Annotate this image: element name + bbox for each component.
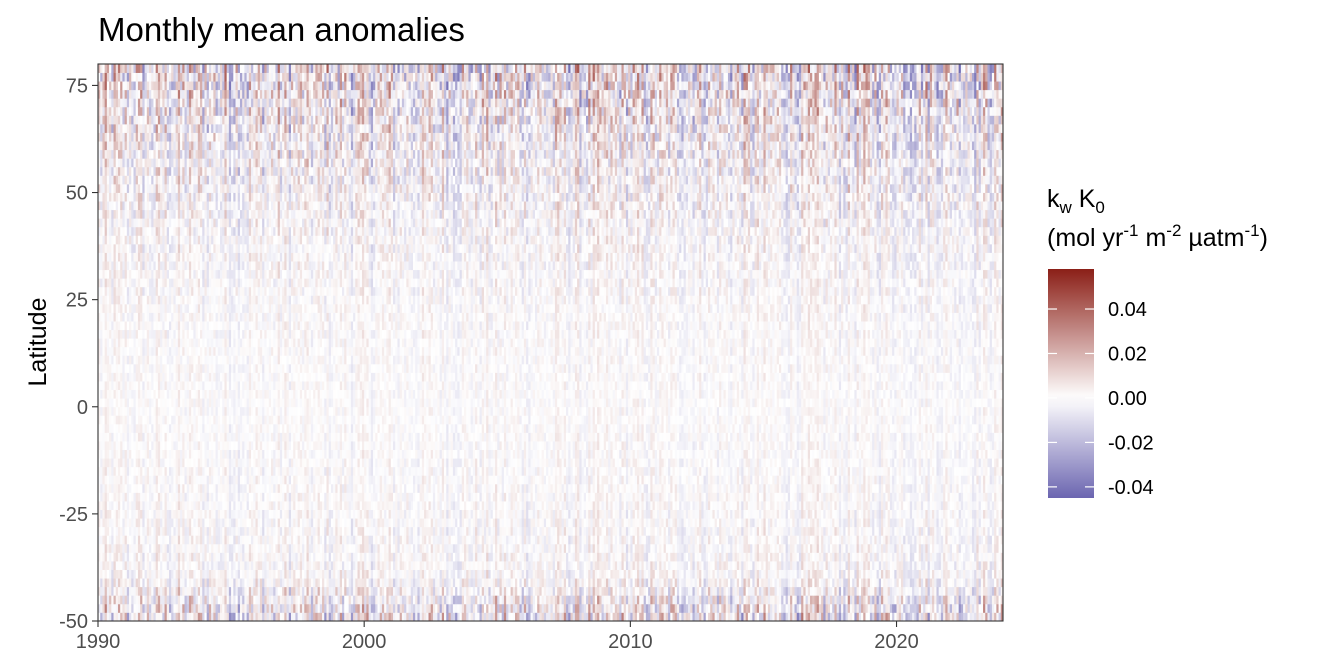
chart-title: Monthly mean anomalies bbox=[98, 11, 465, 48]
heatmap-cells bbox=[98, 64, 1003, 621]
